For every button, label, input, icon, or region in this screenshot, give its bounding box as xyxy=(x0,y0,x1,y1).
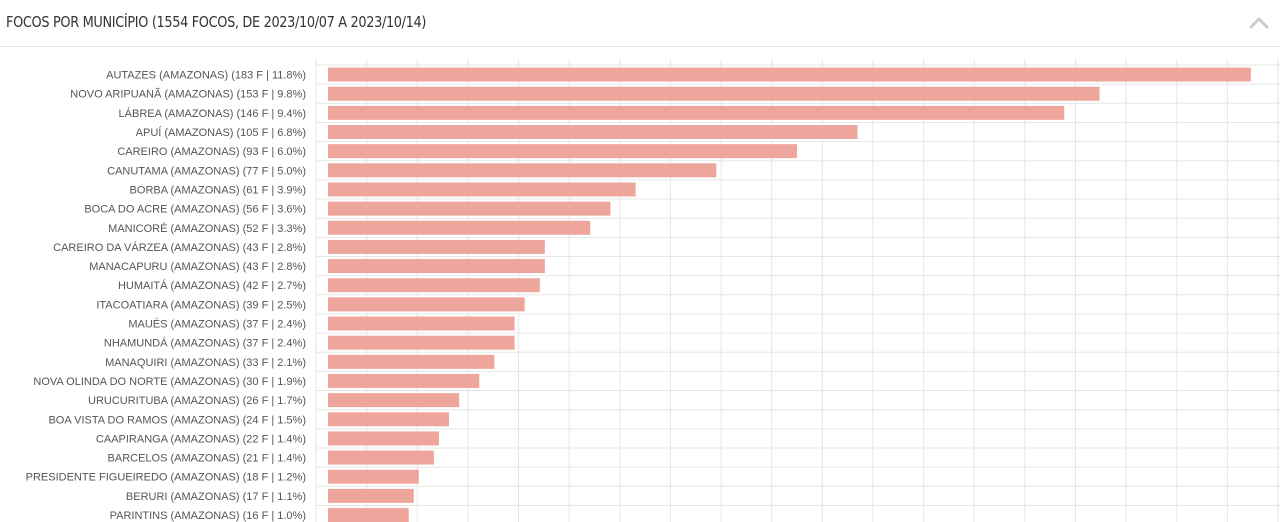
bar[interactable] xyxy=(328,469,419,484)
bar[interactable] xyxy=(328,393,460,408)
chart: AUTAZES (AMAZONAS) (183 F | 11.8%) NOVO A… xyxy=(26,59,1280,522)
bar[interactable] xyxy=(328,316,515,331)
category-label: NOVA OLINDA DO NORTE (AMAZONAS) (30 F | … xyxy=(33,376,306,388)
bar[interactable] xyxy=(328,508,409,522)
category-label: MANICORÉ (AMAZONAS) (52 F | 3.3%) xyxy=(108,222,306,235)
chevron-up-icon[interactable] xyxy=(1246,10,1272,36)
category-label: ITACOATIARA (AMAZONAS) (39 F | 2.5%) xyxy=(96,299,306,311)
category-label: HUMAITÁ (AMAZONAS) (42 F | 2.7%) xyxy=(118,279,306,292)
bar[interactable] xyxy=(328,163,717,178)
category-label: BARCELOS (AMAZONAS) (21 F | 1.4%) xyxy=(108,453,306,465)
bar[interactable] xyxy=(328,144,797,159)
category-label: LÁBREA (AMAZONAS) (146 F | 9.4%) xyxy=(119,107,306,120)
bar[interactable] xyxy=(328,450,434,465)
category-label: BERURI (AMAZONAS) (17 F | 1.1%) xyxy=(126,491,306,503)
category-label: PRESIDENTE FIGUEIREDO (AMAZONAS) (18 F |… xyxy=(26,472,306,484)
category-label: MANAQUIRI (AMAZONAS) (33 F | 2.1%) xyxy=(105,357,306,369)
panel-header: FOCOS POR MUNICÍPIO (1554 FOCOS, DE 2023… xyxy=(0,0,1280,47)
bar[interactable] xyxy=(328,182,636,197)
label-layer: AUTAZES (AMAZONAS) (183 F | 11.8%) NOVO A… xyxy=(26,70,306,522)
category-label: CANUTAMA (AMAZONAS) (77 F | 5.0%) xyxy=(107,165,306,177)
bar[interactable] xyxy=(328,125,858,140)
category-label: BOA VISTA DO RAMOS (AMAZONAS) (24 F | 1.… xyxy=(48,414,306,426)
bar[interactable] xyxy=(328,201,611,216)
bar[interactable] xyxy=(328,86,1100,101)
category-label: BOCA DO ACRE (AMAZONAS) (56 F | 3.6%) xyxy=(84,204,306,216)
category-label: PARINTINS (AMAZONAS) (16 F | 1.0%) xyxy=(110,510,306,522)
category-label: APUÍ (AMAZONAS) (105 F | 6.8%) xyxy=(136,126,306,139)
bar[interactable] xyxy=(328,67,1251,82)
category-label: AUTAZES (AMAZONAS) (183 F | 11.8%) xyxy=(106,70,306,82)
category-label: MAUÉS (AMAZONAS) (37 F | 2.4%) xyxy=(128,318,306,331)
bar[interactable] xyxy=(328,412,450,427)
category-label: MANACAPURU (AMAZONAS) (43 F | 2.8%) xyxy=(89,261,306,273)
category-label: NHAMUNDÁ (AMAZONAS) (37 F | 2.4%) xyxy=(104,337,306,350)
category-label: CAREIRO (AMAZONAS) (93 F | 6.0%) xyxy=(117,146,306,158)
bar[interactable] xyxy=(328,335,515,350)
bar[interactable] xyxy=(328,373,480,388)
bar-layer xyxy=(328,67,1251,522)
bar[interactable] xyxy=(328,431,439,446)
bar[interactable] xyxy=(328,239,545,254)
category-label: BORBA (AMAZONAS) (61 F | 3.9%) xyxy=(130,184,306,196)
category-label: URUCURITUBA (AMAZONAS) (26 F | 1.7%) xyxy=(88,395,306,407)
category-label: NOVO ARIPUANÃ (AMAZONAS) (153 F | 9.8%) xyxy=(70,88,306,101)
category-label: CAAPIRANGA (AMAZONAS) (22 F | 1.4%) xyxy=(96,433,306,445)
bar[interactable] xyxy=(328,488,414,503)
bar[interactable] xyxy=(328,278,540,293)
bar[interactable] xyxy=(328,354,495,369)
bar[interactable] xyxy=(328,105,1065,120)
bar[interactable] xyxy=(328,220,591,235)
panel-title: FOCOS POR MUNICÍPIO (1554 FOCOS, DE 2023… xyxy=(6,13,427,31)
bar[interactable] xyxy=(328,259,545,274)
bar[interactable] xyxy=(328,297,525,312)
category-label: CAREIRO DA VÁRZEA (AMAZONAS) (43 F | 2.8… xyxy=(53,241,306,254)
